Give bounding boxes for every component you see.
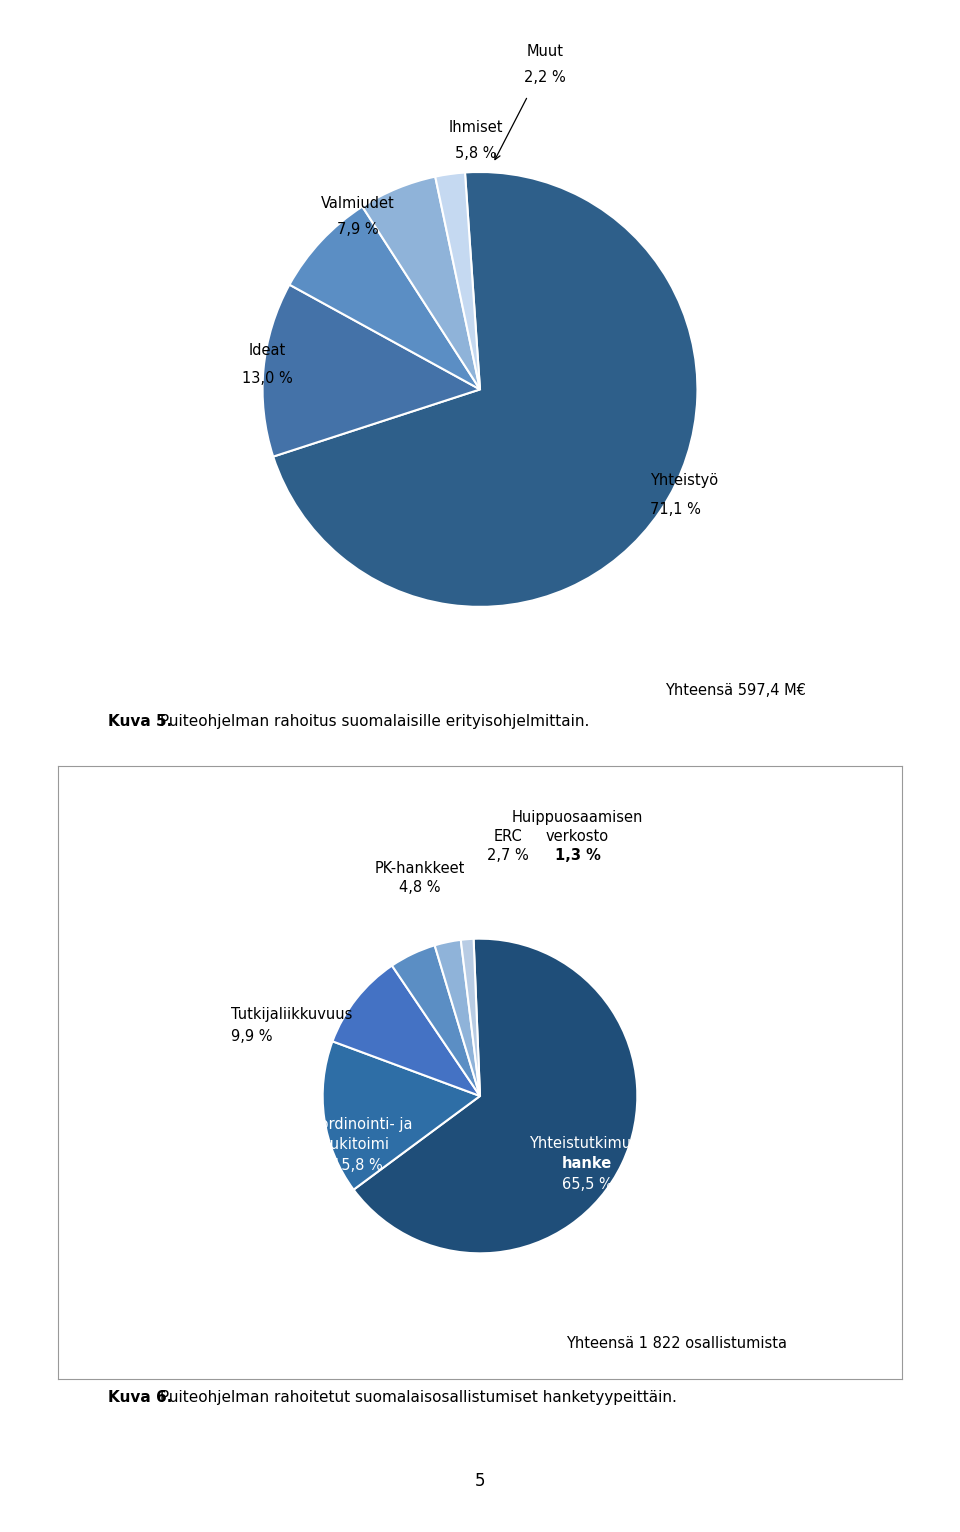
Text: Koordinointi- ja: Koordinointi- ja: [302, 1117, 413, 1132]
Text: Yhteistutkimus-: Yhteistutkimus-: [529, 1135, 644, 1151]
Text: 5,8 %: 5,8 %: [455, 146, 496, 161]
Text: Huippuosaamisen: Huippuosaamisen: [512, 810, 643, 826]
Text: ERC: ERC: [494, 829, 522, 844]
Wedge shape: [290, 207, 480, 389]
Wedge shape: [274, 172, 698, 607]
Text: Valmiudet: Valmiudet: [322, 196, 396, 211]
Text: 7,9 %: 7,9 %: [337, 222, 379, 237]
Text: 5: 5: [475, 1472, 485, 1491]
Text: Tutkijaliikkuvuus: Tutkijaliikkuvuus: [231, 1007, 352, 1022]
Text: 2,2 %: 2,2 %: [524, 70, 566, 84]
Text: Muut: Muut: [527, 44, 564, 58]
Text: Yhteensä 1 822 osallistumista: Yhteensä 1 822 osallistumista: [565, 1336, 787, 1351]
Text: verkosto: verkosto: [546, 829, 609, 844]
Text: 15,8 %: 15,8 %: [332, 1158, 383, 1172]
Wedge shape: [392, 945, 480, 1095]
Text: 2,7 %: 2,7 %: [488, 849, 529, 863]
Wedge shape: [332, 965, 480, 1095]
Text: Puiteohjelman rahoitus suomalaisille erityisohjelmittain.: Puiteohjelman rahoitus suomalaisille eri…: [155, 714, 589, 729]
Wedge shape: [353, 939, 637, 1253]
Text: 65,5 %: 65,5 %: [562, 1177, 612, 1192]
Text: Yhteistyö: Yhteistyö: [650, 473, 718, 489]
Text: hanke: hanke: [562, 1157, 612, 1170]
Text: tukitoimi: tukitoimi: [324, 1137, 390, 1152]
Wedge shape: [362, 176, 480, 389]
Text: Ihmiset: Ihmiset: [448, 119, 503, 135]
Wedge shape: [435, 173, 480, 389]
Text: 13,0 %: 13,0 %: [242, 371, 292, 386]
Text: Yhteensä 597,4 M€: Yhteensä 597,4 M€: [665, 683, 806, 699]
Text: 71,1 %: 71,1 %: [650, 501, 701, 516]
Text: PK-hankkeet: PK-hankkeet: [375, 861, 466, 876]
Wedge shape: [323, 1042, 480, 1190]
Wedge shape: [262, 285, 480, 457]
Text: 4,8 %: 4,8 %: [399, 879, 441, 895]
Text: 1,3 %: 1,3 %: [555, 849, 601, 863]
Wedge shape: [435, 939, 480, 1095]
Text: Ideat: Ideat: [249, 343, 285, 358]
Text: 9,9 %: 9,9 %: [231, 1028, 273, 1043]
Text: Kuva 5.: Kuva 5.: [108, 714, 173, 729]
Text: Puiteohjelman rahoitetut suomalaisosallistumiset hanketyypeittäin.: Puiteohjelman rahoitetut suomalaisosalli…: [155, 1390, 677, 1405]
Text: Kuva 6.: Kuva 6.: [108, 1390, 173, 1405]
Wedge shape: [461, 939, 480, 1095]
